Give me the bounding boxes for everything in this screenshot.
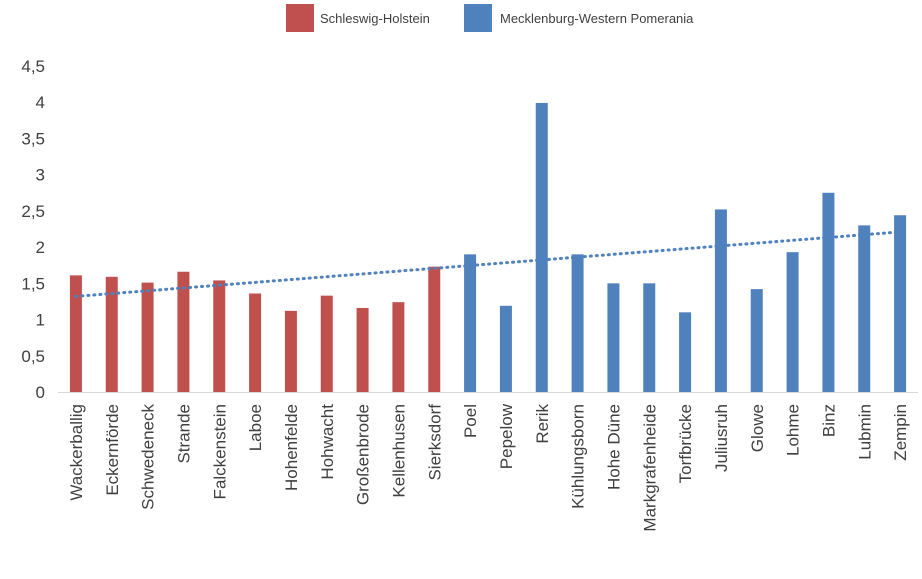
x-tick-label-sierksdorf: Sierksdorf <box>425 404 444 481</box>
legend-swatch-mecklenburg-western-pomerania <box>464 4 492 32</box>
x-tick-label-strande: Strande <box>174 404 193 464</box>
y-tick-label: 1 <box>36 311 45 330</box>
x-tick-label-pepelow: Pepelow <box>497 403 516 469</box>
y-tick-label: 2,5 <box>21 202 45 221</box>
x-tick-label-binz: Binz <box>819 404 838 437</box>
bar-lohme <box>786 252 799 392</box>
x-tick-label-torfbrucke: Torfbrücke <box>676 404 695 483</box>
y-tick-label: 3,5 <box>21 129 45 148</box>
x-axis: Wackerballig Eckernförde Schwedeneck Strand… <box>58 392 918 532</box>
y-tick-label: 3 <box>36 166 45 185</box>
x-tick-label-hohwacht: Hohwacht <box>318 404 337 480</box>
y-tick-label: 0,5 <box>21 347 45 366</box>
bar-hohwacht <box>320 295 333 392</box>
bar-strande <box>177 271 190 392</box>
bar-markgrafenheide <box>643 283 656 392</box>
x-tick-label-zempin: Zempin <box>891 404 910 461</box>
y-tick-label: 2 <box>36 238 45 257</box>
x-tick-label-lubmin: Lubmin <box>855 404 874 460</box>
bar-binz <box>822 192 835 392</box>
trendline <box>74 230 902 298</box>
legend-label-mecklenburg-western-pomerania: Mecklenburg-Western Pomerania <box>500 11 694 26</box>
y-tick-label: 4 <box>36 93 45 112</box>
x-tick-label-schwedeneck: Schwedeneck <box>139 404 158 510</box>
bar-juliusruh <box>714 209 727 392</box>
bar-schwedeneck <box>141 282 154 392</box>
x-tick-label-falckenstein: Falckenstein <box>210 404 229 499</box>
x-tick-label-rerik: Rerik <box>533 404 552 444</box>
legend-entry-mecklenburg-western-pomerania: Mecklenburg-Western Pomerania <box>464 4 694 32</box>
bar-laboe <box>249 293 262 392</box>
bar-kellenhusen <box>392 302 405 392</box>
bar-pepelow <box>499 305 512 392</box>
x-tick-label-eckernforde: Eckernförde <box>103 404 122 496</box>
y-tick-label: 0 <box>36 383 45 402</box>
y-tick-label: 4,5 <box>21 57 45 76</box>
bar-poel <box>464 254 477 392</box>
legend-entry-schleswig-holstein: Schleswig-Holstein <box>286 4 430 32</box>
y-tick-label: 1,5 <box>21 274 45 293</box>
y-axis: 0 0,5 1 1,5 2 2,5 3 3,5 4 4,5 <box>21 57 45 402</box>
bar-torfbrucke <box>679 312 692 392</box>
bar-kuhlungsborn <box>571 254 584 392</box>
x-tick-label-grossenbrode: Großenbrode <box>354 404 373 505</box>
x-tick-label-wackerballig: Wackerballig <box>67 404 86 501</box>
bar-lubmin <box>858 225 871 392</box>
x-tick-label-laboe: Laboe <box>246 404 265 451</box>
bar-rerik <box>535 102 548 393</box>
x-tick-label-kellenhusen: Kellenhusen <box>389 404 408 498</box>
x-tick-label-poel: Poel <box>461 404 480 438</box>
legend: Schleswig-Holstein Mecklenburg-Western P… <box>286 4 694 32</box>
bar-grossenbrode <box>356 307 369 392</box>
x-tick-label-lohme: Lohme <box>784 404 803 456</box>
bar-glowe <box>750 289 763 392</box>
x-tick-label-juliusruh: Juliusruh <box>712 404 731 472</box>
bar-hohe-dune <box>607 283 620 392</box>
bar-sierksdorf <box>428 266 441 392</box>
x-tick-label-hohe-dune: Hohe Düne <box>604 404 623 490</box>
bars <box>69 102 907 393</box>
bar-eckernforde <box>105 276 118 392</box>
x-tick-label-hohenfelde: Hohenfelde <box>282 404 301 491</box>
trendline-group <box>74 230 902 298</box>
bar-hohenfelde <box>284 310 297 392</box>
bar-wackerballig <box>69 275 82 392</box>
x-tick-label-glowe: Glowe <box>748 404 767 452</box>
x-tick-label-markgrafenheide: Markgrafenheide <box>640 404 659 532</box>
x-tick-label-kuhlungsborn: Kühlungsborn <box>569 404 588 509</box>
legend-label-schleswig-holstein: Schleswig-Holstein <box>320 11 430 26</box>
bar-falckenstein <box>213 280 226 392</box>
legend-swatch-schleswig-holstein <box>286 4 314 32</box>
bar-zempin <box>894 215 907 392</box>
